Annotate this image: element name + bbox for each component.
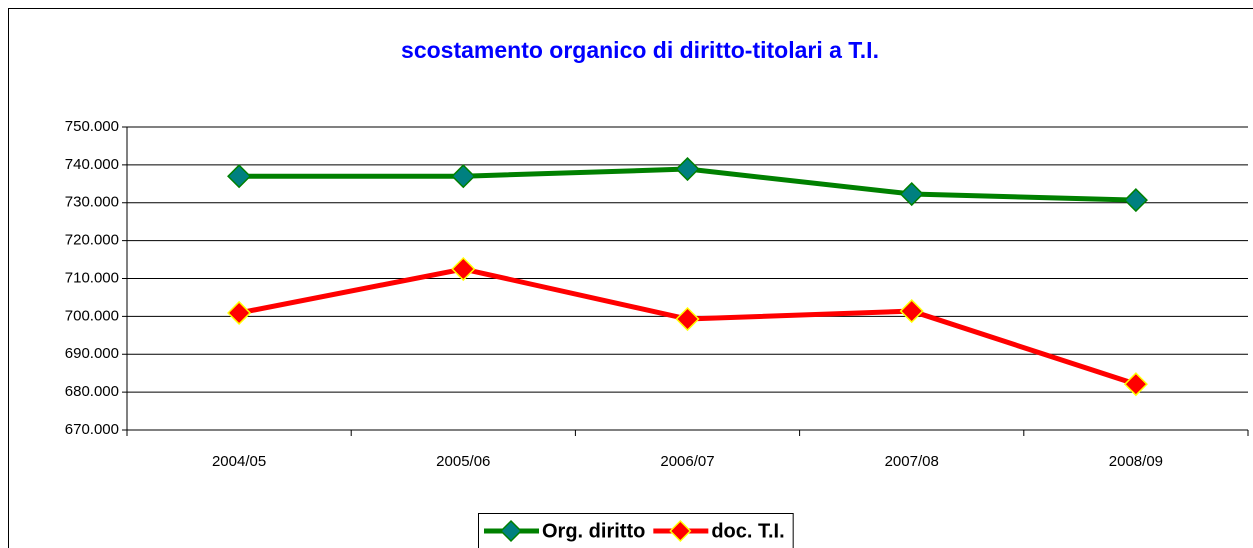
y-tick-label: 690.000 [65,345,119,362]
x-tick-label: 2008/09 [1109,453,1163,470]
point-marker [899,299,924,324]
point-marker [675,306,700,332]
x-tick-label: 2004/05 [212,453,266,470]
y-tick-label: 680.000 [65,383,119,400]
x-tick-label: 2005/06 [436,453,490,470]
point-marker [227,164,252,189]
point-marker [1123,188,1148,213]
point-marker [451,164,476,189]
point-marker [899,181,924,207]
legend-marker [669,519,692,543]
y-tick-label: 710.000 [65,269,119,286]
legend-marker [499,519,523,543]
y-tick-label: 730.000 [65,194,119,211]
legend-label: doc. T.I. [711,520,784,542]
legend: Org. diritto doc. T.I. [478,513,794,548]
legend-label: Org. diritto [542,520,645,542]
point-marker [675,156,700,182]
y-tick-label: 750.000 [65,118,119,135]
y-tick-label: 700.000 [65,307,119,324]
y-tick-label: 720.000 [65,232,119,249]
x-tick-label: 2007/08 [885,453,939,470]
point-marker [227,300,252,326]
y-tick-label: 740.000 [65,156,119,173]
point-marker [1123,372,1148,397]
chart-title: scostamento organico di diritto-titolari… [401,37,879,63]
y-tick-label: 670.000 [65,421,119,438]
point-marker [451,256,476,282]
x-tick-label: 2006/07 [660,453,714,470]
